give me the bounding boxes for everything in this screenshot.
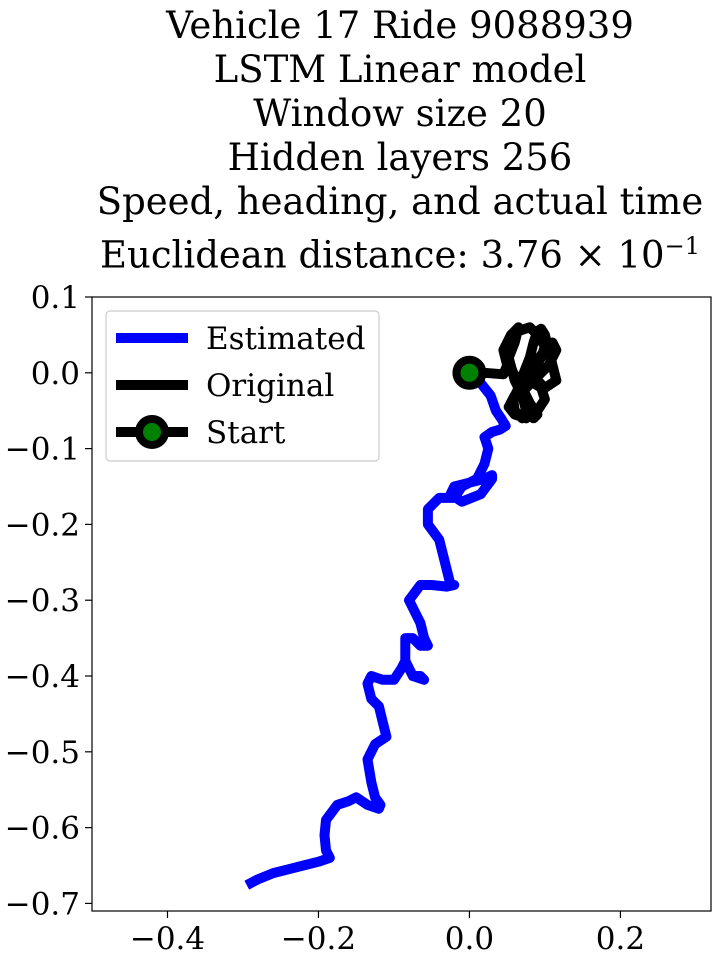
y-axis: 0.1 0.0 −0.1 −0.2 −0.3 −0.4 −0.5 −0.6 −0.7 xyxy=(5,280,92,922)
title-line-3: Window size 20 xyxy=(253,92,547,135)
y-tick-label: −0.4 xyxy=(5,659,80,695)
legend-box xyxy=(105,310,380,462)
chart-title: Vehicle 17 Ride 9088939 LSTM Linear mode… xyxy=(0,4,719,277)
legend-label-estimated: Estimated xyxy=(206,321,365,357)
legend: Estimated Original Start xyxy=(105,310,380,462)
y-tick-label: −0.2 xyxy=(5,507,80,543)
series-estimated xyxy=(244,368,511,890)
distance-label: Euclidean distance: 3.76 xyxy=(100,233,563,277)
distance-base: 10 xyxy=(617,233,665,277)
title-line-2: LSTM Linear model xyxy=(213,48,587,91)
y-tick-label: −0.1 xyxy=(5,432,80,468)
x-tick-label: 0.2 xyxy=(596,921,645,957)
y-tick-label: −0.7 xyxy=(5,886,80,922)
series-layer xyxy=(244,322,562,890)
distance-mult: × xyxy=(574,233,606,277)
title-line-5: Speed, heading, and actual time xyxy=(96,180,704,223)
x-axis: −0.4 −0.2 0.0 0.2 xyxy=(130,911,645,957)
title-line-4: Hidden layers 256 xyxy=(227,136,573,179)
start-marker xyxy=(452,355,487,390)
x-tick-label: −0.4 xyxy=(130,921,205,957)
series-original xyxy=(469,322,562,424)
axes-frame xyxy=(91,296,712,912)
legend-label-original: Original xyxy=(206,368,334,404)
y-tick-label: −0.6 xyxy=(5,811,80,847)
distance-exp: −1 xyxy=(664,232,700,260)
x-tick-label: 0.0 xyxy=(445,921,494,957)
title-line-1: Vehicle 17 Ride 9088939 xyxy=(166,4,634,47)
y-tick-label: 0.1 xyxy=(31,280,80,316)
y-tick-label: −0.5 xyxy=(5,735,80,771)
title-line-6: Euclidean distance: 3.76 × 10−1 xyxy=(0,224,719,277)
y-tick-label: 0.0 xyxy=(31,356,80,392)
legend-start-marker xyxy=(135,415,169,449)
y-tick-label: −0.3 xyxy=(5,583,80,619)
x-tick-label: −0.2 xyxy=(281,921,356,957)
legend-label-start: Start xyxy=(206,415,286,451)
